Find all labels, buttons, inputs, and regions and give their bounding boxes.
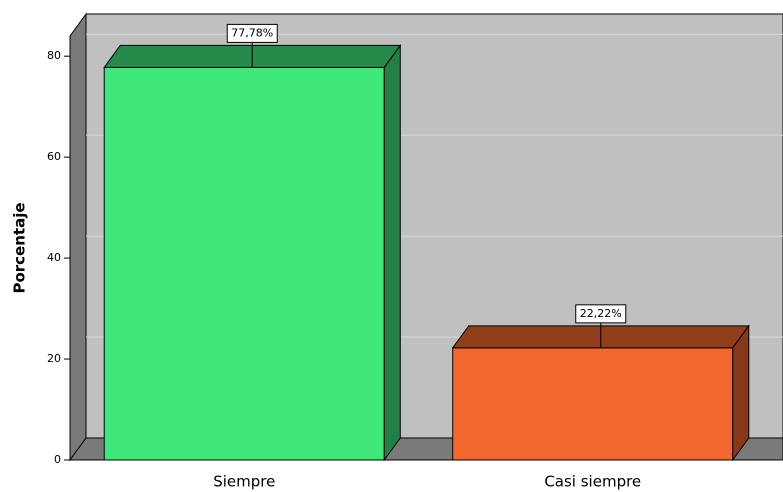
y-tick-label: 80	[47, 49, 61, 62]
y-tick-label: 0	[54, 453, 61, 466]
bar	[103, 66, 385, 461]
bar	[452, 347, 734, 461]
y-tick-label: 40	[47, 251, 61, 264]
x-tick-label: Siempre	[213, 473, 275, 491]
y-tick-label: 60	[47, 150, 61, 163]
value-label: 77,78%	[231, 26, 273, 39]
y-tick-label: 20	[47, 352, 61, 365]
bar-side	[732, 324, 750, 462]
x-tick-label: Casi siempre	[544, 473, 641, 491]
label-box	[575, 304, 627, 324]
left-wall	[69, 12, 87, 462]
value-label: 22,22%	[580, 307, 622, 320]
bar-side	[383, 43, 401, 462]
y-axis-label: Porcentaje	[11, 202, 29, 293]
label-box	[226, 23, 278, 43]
